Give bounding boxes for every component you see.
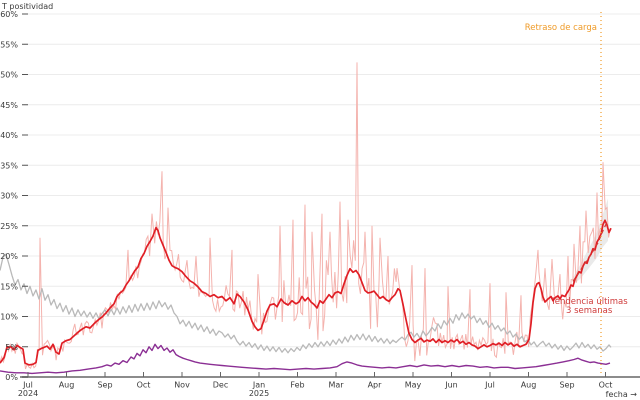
x-tick-label: Nov [174,381,190,390]
y-tick-label: 25% [0,222,18,231]
x-tick-label: Apr [368,381,383,390]
series-gray [0,253,612,354]
x-axis-title: fecha → [606,390,638,399]
x-tick-year-label: 2025 [249,389,269,398]
y-tick-label: 30% [0,192,18,201]
x-tick-year-label: 2024 [18,389,38,398]
series-trend-3-weeks [572,221,608,282]
y-tick-label: 10% [0,313,18,322]
y-tick-label: 55% [0,40,18,49]
trend-annotation-line1: Tendencia últimas [550,297,628,307]
series-daily-positivity [0,62,611,370]
x-tick-label: Dec [213,381,228,390]
y-tick-label: 50% [0,71,18,80]
x-tick-label: Feb [290,381,304,390]
x-tick-label: May [405,381,422,390]
x-tick-label: Oct [599,381,613,390]
y-tick-label: 35% [0,161,18,170]
y-tick-label: 20% [0,252,18,261]
x-tick-label: Aug [521,381,537,390]
y-tick-label: 15% [0,282,18,291]
x-tick-label: Sep [97,381,112,390]
y-tick-label: 45% [0,101,18,110]
x-tick-label: Jul [22,381,33,390]
trend-annotation-line2: 3 semanas [566,306,613,316]
chart-title: T positividad [1,2,53,11]
x-tick-label: Mar [328,381,344,390]
x-tick-label: Oct [137,381,151,390]
x-tick-label: Jan [252,381,265,390]
x-tick-label: Jul [484,381,495,390]
x-tick-label: Jun [444,381,458,390]
retraso-de-carga-label: Retraso de carga [525,23,597,33]
y-tick-label: 40% [0,131,18,140]
x-tick-label: Sep [559,381,574,390]
y-tick-label: 0% [5,373,18,382]
series-purple [0,343,611,375]
y-tick-label: 5% [5,343,18,352]
series-smoothed-positivity [0,219,612,366]
y-tick-label: 60% [0,10,18,19]
x-tick-label: Aug [59,381,75,390]
